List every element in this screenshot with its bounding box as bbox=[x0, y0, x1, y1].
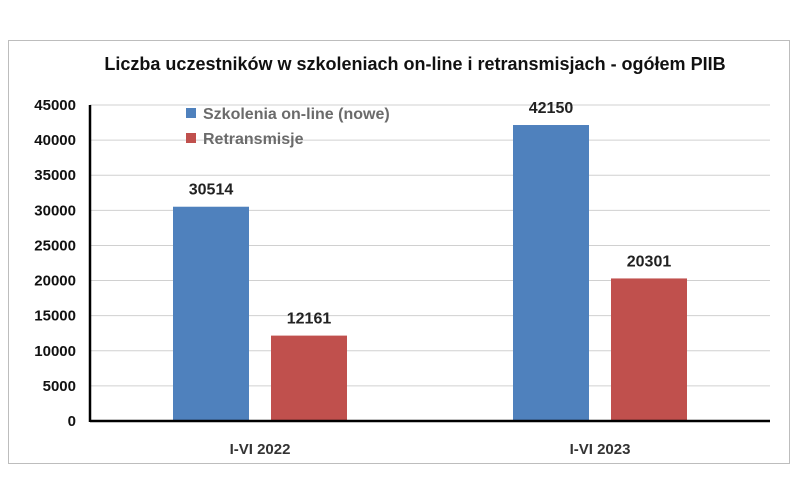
y-tick-label: 0 bbox=[68, 413, 76, 430]
y-tick-label: 15000 bbox=[34, 308, 76, 325]
y-tick-label: 45000 bbox=[34, 97, 76, 114]
x-category-label: I-VI 2022 bbox=[230, 441, 291, 458]
data-label: 30514 bbox=[189, 182, 234, 199]
bars bbox=[173, 125, 687, 421]
data-labels: 30514 12161 42150 20301 bbox=[189, 100, 672, 328]
data-label: 20301 bbox=[627, 253, 672, 270]
legend: Szkolenia on-line (nowe) Retransmisje bbox=[186, 106, 390, 148]
y-tick-label: 40000 bbox=[34, 132, 76, 149]
bar bbox=[271, 335, 347, 421]
bar bbox=[611, 278, 687, 421]
bar bbox=[513, 125, 589, 421]
data-label: 12161 bbox=[287, 311, 332, 328]
y-tick-label: 30000 bbox=[34, 202, 76, 219]
legend-label: Szkolenia on-line (nowe) bbox=[203, 106, 390, 123]
y-axis-ticks: 0 5000 10000 15000 20000 25000 30000 35000 40000… bbox=[34, 97, 76, 430]
legend-label: Retransmisje bbox=[203, 131, 304, 148]
legend-swatch bbox=[186, 133, 196, 143]
y-tick-label: 10000 bbox=[34, 343, 76, 360]
x-axis-categories: I-VI 2022 I-VI 2023 bbox=[230, 441, 631, 458]
chart-title: Liczba uczestników w szkoleniach on-line… bbox=[104, 54, 725, 74]
bar bbox=[173, 206, 249, 421]
data-label: 42150 bbox=[529, 100, 574, 117]
y-tick-label: 20000 bbox=[34, 273, 76, 290]
legend-swatch bbox=[186, 108, 196, 118]
y-tick-label: 35000 bbox=[34, 167, 76, 184]
y-tick-label: 5000 bbox=[43, 378, 76, 395]
y-tick-label: 25000 bbox=[34, 237, 76, 254]
x-category-label: I-VI 2023 bbox=[570, 441, 631, 458]
